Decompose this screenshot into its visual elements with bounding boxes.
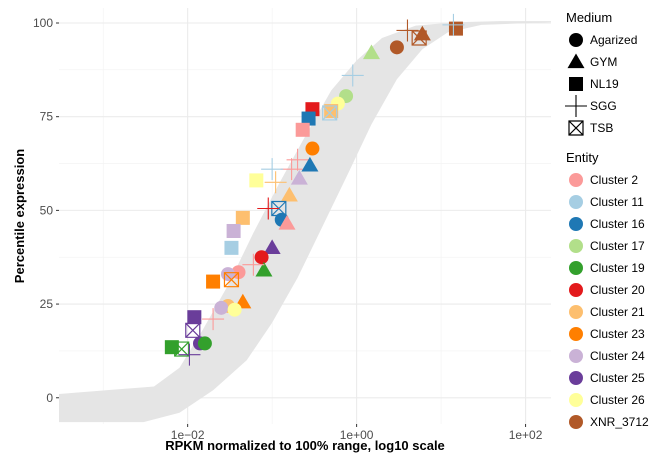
point-cluster-19-boxx bbox=[174, 341, 190, 357]
legend-medium-key-triangle bbox=[567, 53, 585, 69]
legend-entity-key bbox=[569, 217, 583, 231]
legend-medium-label: NL19 bbox=[590, 77, 619, 91]
point-cluster-16-triangle bbox=[301, 156, 319, 172]
point-cluster-26-circle bbox=[227, 302, 242, 317]
point-cluster-11-square bbox=[224, 240, 239, 255]
data-points bbox=[164, 13, 465, 366]
legend-medium: Medium Agarized GYM NL19 SGG TSB bbox=[565, 10, 637, 136]
point-cluster-11-plus bbox=[261, 158, 284, 181]
point-cluster-21-triangle bbox=[280, 186, 298, 202]
legend-medium-key-circle bbox=[569, 33, 583, 47]
legend-entity-label: Cluster 2 bbox=[590, 173, 638, 187]
legend-medium-key-plus bbox=[565, 95, 587, 117]
legend-entity-label: Cluster 23 bbox=[590, 327, 645, 341]
legend-entity-key bbox=[569, 305, 583, 319]
point-cluster-2-plus bbox=[280, 158, 303, 181]
legend-entity-key bbox=[569, 349, 583, 363]
legend-medium-label: SGG bbox=[590, 99, 617, 113]
legend-entity-key bbox=[569, 283, 583, 297]
point-cluster-11-boxx bbox=[322, 105, 338, 121]
legend-entity-key bbox=[569, 371, 583, 385]
point-xnr-3712-circle bbox=[389, 40, 404, 55]
point-cluster-19-square bbox=[164, 340, 179, 355]
legend-entity-key bbox=[569, 393, 583, 407]
x-axis-title: RPKM normalized to 100% range, log10 sca… bbox=[165, 438, 445, 453]
point-xnr-3712-plus bbox=[396, 19, 419, 42]
legend-entity-title: Entity bbox=[566, 150, 599, 165]
point-cluster-24-triangle bbox=[290, 170, 308, 185]
legend-entity-label: Cluster 19 bbox=[590, 261, 645, 275]
legend-medium-key-square bbox=[569, 77, 583, 91]
point-cluster-2-plus bbox=[202, 308, 225, 331]
point-cluster-2-plus bbox=[242, 253, 265, 276]
legend-entity-label: Cluster 17 bbox=[590, 239, 645, 253]
y-tick-label: 100 bbox=[33, 16, 53, 30]
legend-entity-label: XNR_3712 bbox=[590, 415, 649, 429]
legend-entity-label: Cluster 26 bbox=[590, 393, 645, 407]
point-cluster-2-square bbox=[295, 122, 310, 137]
y-tick-label: 25 bbox=[40, 297, 54, 311]
point-cluster-24-square bbox=[226, 223, 241, 238]
y-axis-title: Percentile expression bbox=[12, 149, 27, 283]
y-tick-label: 50 bbox=[40, 203, 54, 217]
point-cluster-19-circle bbox=[197, 336, 212, 351]
legend-entity-key bbox=[569, 173, 583, 187]
point-cluster-11-plus bbox=[341, 64, 364, 87]
legend-medium-label: TSB bbox=[590, 121, 613, 135]
point-cluster-21-square bbox=[235, 210, 250, 225]
y-tick-label: 0 bbox=[46, 391, 53, 405]
point-cluster-23-square bbox=[206, 274, 221, 289]
x-tick-label: 1e+00 bbox=[340, 428, 374, 442]
legend-medium-key-boxx bbox=[568, 120, 584, 136]
point-cluster-2-triangle bbox=[278, 214, 296, 230]
point-cluster-23-circle bbox=[305, 141, 320, 156]
point-cluster-17-triangle bbox=[362, 44, 380, 60]
legend-entity-key bbox=[569, 239, 583, 253]
point-cluster-23-boxx bbox=[223, 272, 240, 288]
x-tick-label: 1e+02 bbox=[509, 428, 543, 442]
legend-entity-label: Cluster 24 bbox=[590, 349, 645, 363]
legend-entity-label: Cluster 21 bbox=[590, 305, 645, 319]
legend-entity-key bbox=[569, 195, 583, 209]
legend-medium-label: GYM bbox=[590, 55, 617, 69]
point-cluster-25-square bbox=[187, 310, 202, 325]
legend-entity-label: Cluster 20 bbox=[590, 283, 645, 297]
point-cluster-24-circle bbox=[214, 300, 229, 315]
point-xnr-3712-boxx bbox=[411, 30, 427, 46]
legend-entity-label: Cluster 25 bbox=[590, 371, 645, 385]
point-cluster-25-triangle bbox=[263, 239, 281, 254]
point-cluster-19-triangle bbox=[255, 261, 273, 277]
legend-medium-title: Medium bbox=[566, 10, 612, 25]
axis-ticks: 1e−02 1e+00 1e+02 0 25 50 75 100 bbox=[33, 16, 543, 442]
x-tick-label: 1e−02 bbox=[171, 428, 205, 442]
point-cluster-20-circle bbox=[254, 250, 269, 265]
point-cluster-25-plus bbox=[178, 343, 201, 366]
reference-band bbox=[59, 21, 551, 423]
point-cluster-26-square bbox=[249, 173, 264, 188]
legend-entity-label: Cluster 16 bbox=[590, 217, 645, 231]
point-cluster-11-plus bbox=[442, 13, 465, 36]
point-cluster-16-square bbox=[301, 111, 316, 126]
legend-entity: Entity Cluster 2 Cluster 11 Cluster 16 Clus… bbox=[566, 150, 649, 429]
legend-entity-key bbox=[569, 261, 583, 275]
point-cluster-2-plus bbox=[286, 148, 309, 171]
y-tick-label: 75 bbox=[40, 110, 54, 124]
legend-entity-key bbox=[569, 415, 583, 429]
point-xnr-3712-square bbox=[448, 21, 463, 36]
point-cluster-20-plus bbox=[257, 197, 280, 220]
point-cluster-21-plus bbox=[264, 171, 287, 194]
legend-entity-label: Cluster 11 bbox=[590, 195, 644, 209]
legend-medium-label: Agarized bbox=[590, 33, 637, 47]
legend-entity-key bbox=[569, 327, 583, 341]
